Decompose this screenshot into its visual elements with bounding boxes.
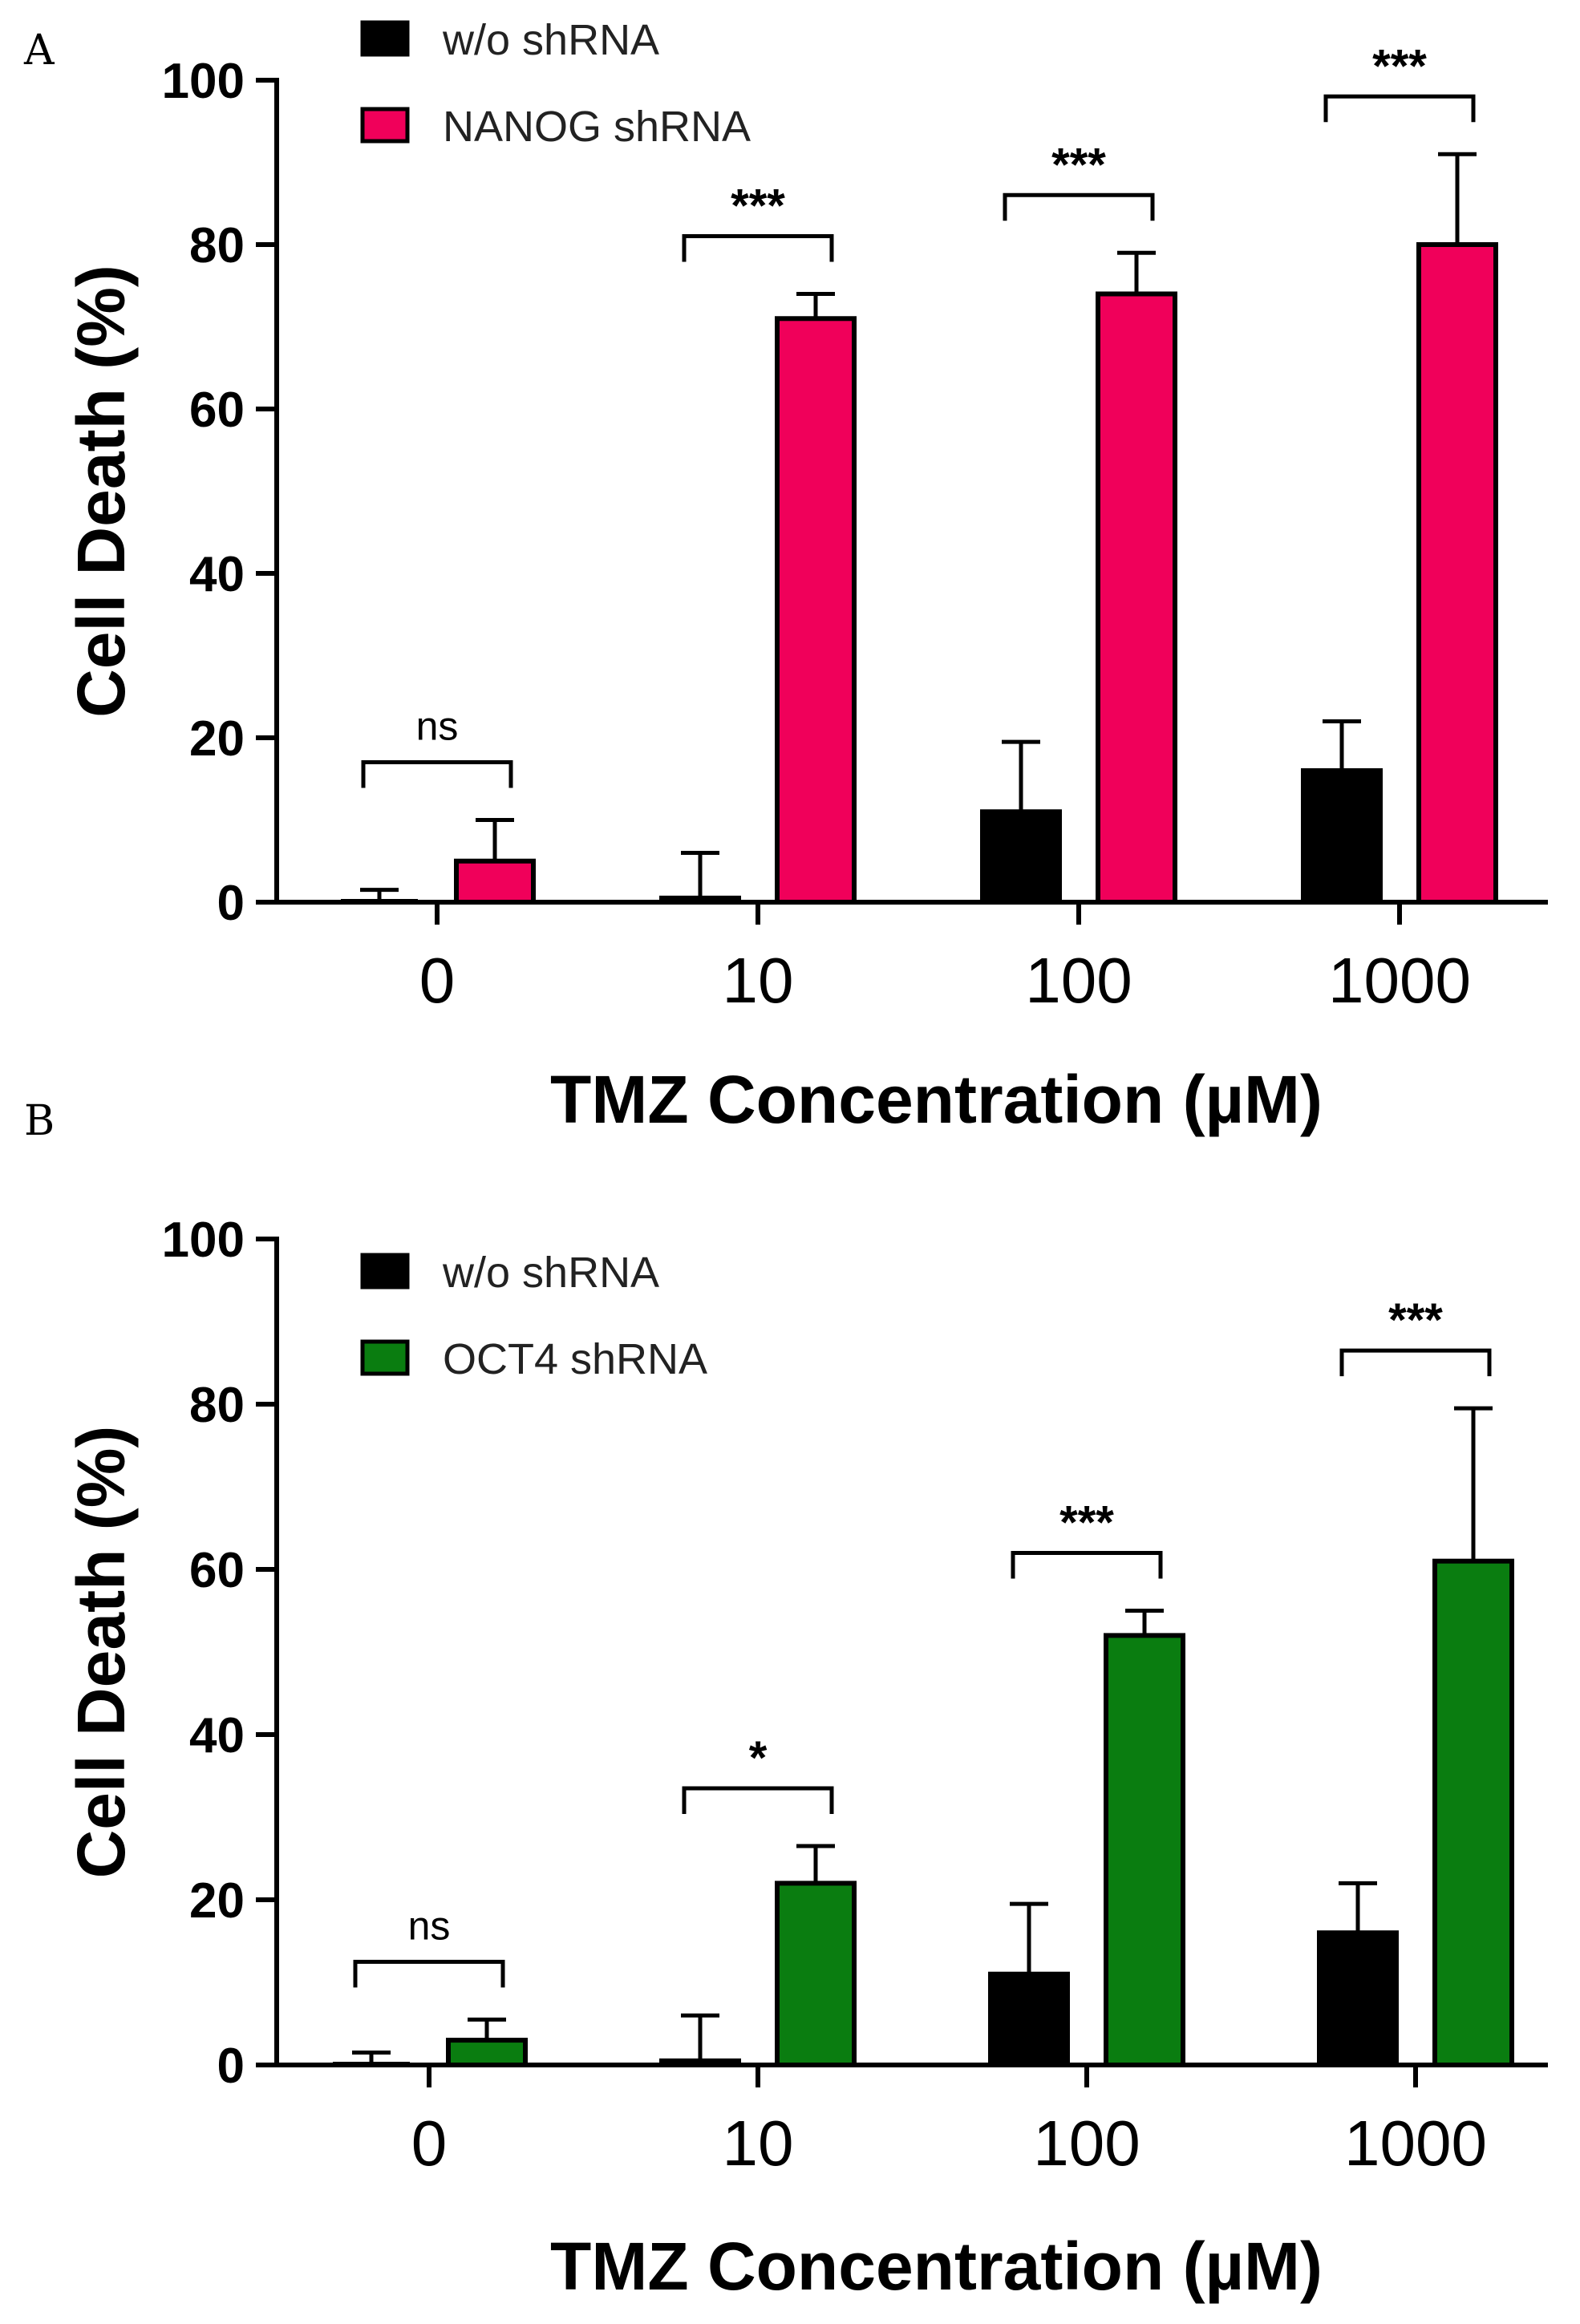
panel-label: A xyxy=(23,26,55,75)
bar-w-o-shrna xyxy=(1317,1930,1399,2067)
legend-swatch xyxy=(360,1253,410,1290)
significance-bracket xyxy=(1003,192,1155,221)
x-tick-label: 0 xyxy=(419,945,456,1016)
x-axis-label: TMZ Concentration (µM) xyxy=(550,2229,1323,2304)
significance-label: *** xyxy=(1388,1294,1443,1346)
bar-w-o-shrna xyxy=(988,1971,1070,2067)
x-tick-label: 1000 xyxy=(1344,2107,1487,2179)
y-tick-label: 0 xyxy=(217,2039,245,2094)
significance-bracket xyxy=(682,234,834,262)
chart-panel-a: A 0 20 40 60 80 100 Cell Death (%) 0 10 100 1000TMZ… xyxy=(23,16,1548,1137)
y-tick-label: 20 xyxy=(189,1873,245,1929)
legend: w/o shRNA OCT4 shRNA xyxy=(360,1249,707,1383)
y-tick-label: 0 xyxy=(217,876,245,931)
significance-bracket xyxy=(1339,1348,1492,1377)
significance-bracket xyxy=(353,1959,505,1988)
y-axis-label: Cell Death (%) xyxy=(63,1426,139,1879)
significance-label: *** xyxy=(1051,139,1106,191)
x-tick-label: 10 xyxy=(723,2107,794,2179)
bar-w-o-shrna xyxy=(659,2058,741,2068)
bar-w-o-shrna xyxy=(1301,768,1383,905)
panel-label: B xyxy=(24,1097,55,1145)
chart-panel-b: B 0 20 40 60 80 100 Cell Death (%) 0 10 100 1000 TMZ… xyxy=(24,1097,1548,2304)
bar-oct4-shrna xyxy=(446,2038,528,2068)
legend: w/o shRNA NANOG shRNA xyxy=(360,16,751,151)
y-tick-label: 80 xyxy=(189,1378,245,1433)
y-tick-label: 80 xyxy=(189,218,245,273)
bar-nanog-shrna xyxy=(1096,291,1177,905)
bar-nanog-shrna xyxy=(775,316,857,905)
bar-oct4-shrna xyxy=(775,1881,857,2067)
legend-swatch xyxy=(360,20,410,57)
x-tick-label: 100 xyxy=(1025,945,1132,1016)
significance-label: *** xyxy=(731,180,785,233)
y-tick-label: 40 xyxy=(189,1708,245,1763)
bar-w-o-shrna xyxy=(659,895,741,905)
legend-label: OCT4 shRNA xyxy=(443,1335,707,1383)
bar-oct4-shrna xyxy=(1432,1558,1514,2067)
significance-bracket xyxy=(361,760,513,788)
significance-bracket xyxy=(1323,94,1476,123)
x-tick-label: 1000 xyxy=(1328,945,1471,1016)
x-axis-label: TMZ Concentration (µM) xyxy=(550,1062,1323,1137)
legend-label: NANOG shRNA xyxy=(443,103,751,151)
legend-label: w/o shRNA xyxy=(442,1249,659,1297)
legend-label: w/o shRNA xyxy=(442,16,659,64)
bar-oct4-shrna xyxy=(1104,1633,1185,2067)
significance-label: * xyxy=(749,1732,768,1784)
y-tick-label: 20 xyxy=(189,711,245,767)
x-tick-label: 10 xyxy=(723,945,794,1016)
legend-swatch xyxy=(360,107,410,144)
x-tick-label: 0 xyxy=(411,2107,448,2179)
y-tick-label: 40 xyxy=(189,547,245,602)
significance-bracket xyxy=(682,1786,834,1815)
significance-label: *** xyxy=(1059,1497,1114,1549)
y-tick-label: 60 xyxy=(189,1543,245,1598)
significance-bracket xyxy=(1011,1551,1163,1579)
y-axis-label: Cell Death (%) xyxy=(63,265,139,718)
bar-w-o-shrna xyxy=(980,809,1062,905)
y-tick-label: 100 xyxy=(162,54,245,109)
bar-nanog-shrna xyxy=(454,858,536,905)
y-tick-label: 60 xyxy=(189,383,245,438)
x-tick-label: 100 xyxy=(1033,2107,1140,2179)
y-tick-label: 100 xyxy=(162,1213,245,1268)
significance-label: ns xyxy=(408,1903,451,1948)
bar-nanog-shrna xyxy=(1416,242,1498,905)
legend-swatch xyxy=(360,1339,410,1376)
significance-label: *** xyxy=(1372,40,1427,92)
significance-label: ns xyxy=(416,704,459,749)
